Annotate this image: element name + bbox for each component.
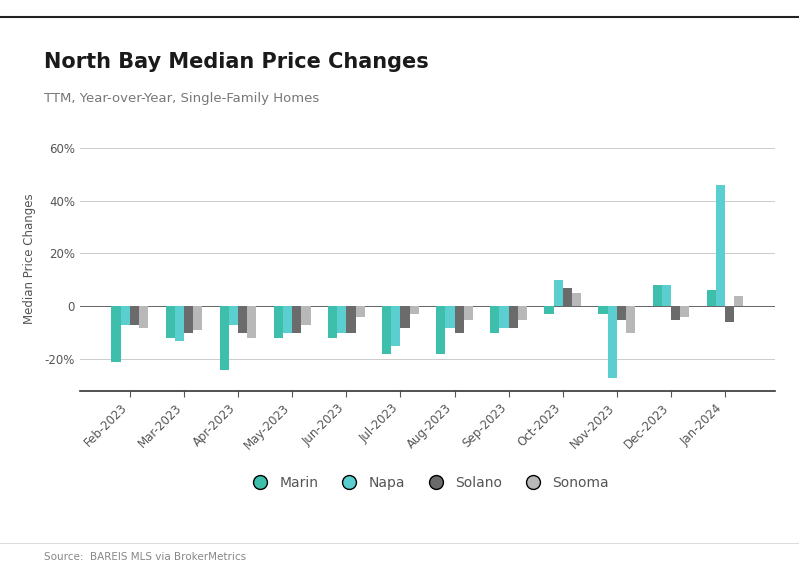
Bar — [392, 306, 400, 346]
Bar — [130, 306, 139, 325]
Bar — [544, 306, 554, 315]
Legend: Marin, Napa, Solano, Sonoma: Marin, Napa, Solano, Sonoma — [240, 470, 614, 495]
Bar — [229, 306, 238, 325]
Bar — [598, 306, 607, 315]
Bar — [671, 306, 680, 320]
Bar — [346, 306, 356, 333]
Bar — [463, 306, 473, 320]
Bar — [734, 296, 743, 306]
Bar — [617, 306, 626, 320]
Bar — [356, 306, 364, 317]
Bar — [572, 293, 581, 306]
Bar — [706, 290, 716, 306]
Bar — [274, 306, 283, 338]
Bar — [662, 285, 671, 306]
Text: North Bay Median Price Changes: North Bay Median Price Changes — [44, 52, 429, 72]
Bar — [112, 306, 121, 362]
Bar — [292, 306, 301, 333]
Bar — [400, 306, 410, 328]
Bar — [491, 306, 499, 333]
Text: Source:  BAREIS MLS via BrokerMetrics: Source: BAREIS MLS via BrokerMetrics — [44, 552, 246, 562]
Bar — [121, 306, 130, 325]
Bar — [680, 306, 690, 317]
Bar — [328, 306, 337, 338]
Bar — [248, 306, 256, 338]
Bar — [653, 285, 662, 306]
Bar — [626, 306, 635, 333]
Bar — [175, 306, 184, 341]
Text: TTM, Year-over-Year, Single-Family Homes: TTM, Year-over-Year, Single-Family Homes — [44, 92, 319, 105]
Bar — [220, 306, 229, 370]
Bar — [716, 185, 725, 306]
Bar — [607, 306, 617, 378]
Bar — [436, 306, 445, 354]
Y-axis label: Median Price Changes: Median Price Changes — [23, 193, 36, 324]
Bar — [139, 306, 149, 328]
Bar — [283, 306, 292, 333]
Bar — [238, 306, 248, 333]
Bar — [165, 306, 175, 338]
Bar — [455, 306, 463, 333]
Bar — [725, 306, 734, 322]
Bar — [445, 306, 455, 328]
Bar — [184, 306, 193, 333]
Bar — [518, 306, 527, 320]
Bar — [554, 280, 562, 306]
Bar — [193, 306, 202, 330]
Bar — [301, 306, 311, 325]
Bar — [337, 306, 346, 333]
Bar — [382, 306, 392, 354]
Bar — [562, 288, 572, 306]
Bar — [509, 306, 518, 328]
Bar — [499, 306, 509, 328]
Bar — [410, 306, 419, 315]
